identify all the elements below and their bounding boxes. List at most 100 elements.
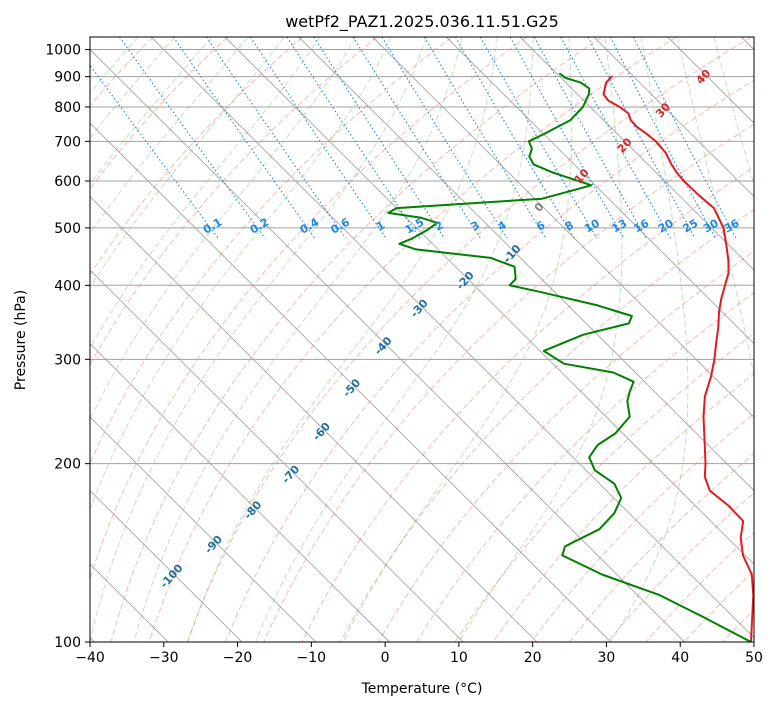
mixing-ratio-label: 16 [632, 216, 652, 235]
mixing-ratio-line [286, 37, 421, 239]
mixing-ratio-line [509, 37, 625, 239]
x-tick-label: 50 [745, 650, 763, 666]
isotherm-line [593, 37, 754, 198]
dry-adiabat-line [721, 609, 754, 642]
dewpoint-profile-line [387, 72, 752, 642]
mixing-ratio-line [172, 37, 316, 239]
mixing-ratio-line [206, 37, 347, 239]
x-tick-label: 20 [524, 650, 542, 666]
moist-adiabat-line [90, 37, 392, 511]
moist-adiabat-line [255, 37, 534, 642]
dry-adiabat-line [761, 37, 775, 642]
dry-adiabat-line [90, 37, 154, 107]
dry-adiabat-label: -60 [310, 420, 333, 444]
dry-adiabat-label: 0 [532, 200, 547, 215]
isotherm-line [90, 416, 317, 642]
moist-adiabat-line [90, 37, 356, 421]
mixing-ratio-label: 3 [469, 219, 482, 234]
dry-adiabat-label: -20 [454, 269, 477, 293]
axes: −40 −30 −20 −10 0 10 20 30 40 50 100 200 300 400 500 60… [45, 43, 763, 666]
dry-adiabat-line [377, 250, 754, 642]
isotherm-line [150, 37, 754, 639]
dry-adiabat-line [0, 37, 78, 642]
y-tick-label: 500 [54, 221, 81, 237]
moist-adiabat-line [133, 37, 463, 642]
dry-adiabat-label: 10 [572, 166, 592, 186]
y-tick-label: 1000 [45, 43, 81, 59]
mixing-ratio-line [560, 37, 671, 239]
y-tick-label: 600 [54, 174, 81, 190]
x-tick-label: −20 [223, 650, 253, 666]
isotherm-line [224, 37, 754, 565]
isotherm-line [90, 342, 390, 642]
mixing-ratio-line [587, 37, 696, 239]
dry-adiabat-line [225, 79, 754, 642]
plot-frame [89, 36, 755, 643]
dry-adiabat-label: -50 [340, 376, 363, 400]
mixing-ratio-line [313, 37, 445, 239]
mixing-ratio-line [90, 64, 219, 239]
mixing-ratio-label: 13 [609, 217, 629, 236]
moist-adiabat-line [610, 37, 689, 642]
isotherm-line [445, 37, 754, 345]
dry-adiabat-label: -80 [241, 498, 264, 522]
y-tick-label: 400 [54, 278, 81, 294]
isotherm-line [90, 195, 538, 642]
dry-adiabat-label: 30 [653, 100, 673, 120]
dry-adiabat-line [90, 37, 378, 366]
dry-adiabat-line [301, 166, 754, 642]
x-tick-label: −30 [149, 650, 179, 666]
mixing-ratio-line [533, 37, 647, 239]
dry-adiabat-line [90, 37, 528, 581]
isotherm-line [372, 37, 754, 418]
dry-adiabat-line [0, 37, 3, 642]
chart-title: wetPf2_PAZ1.2025.036.11.51.G25 [285, 12, 559, 32]
isotherm-line [90, 122, 612, 642]
dry-adiabat-line [569, 452, 754, 642]
isotherm-line [298, 37, 754, 492]
dry-adiabat-label: -90 [202, 533, 225, 557]
dry-adiabat-line [454, 332, 754, 642]
x-tick-label: 40 [671, 650, 689, 666]
mixing-ratio-label: 2 [433, 219, 446, 234]
dry-adiabat-line [339, 209, 754, 642]
moist-adiabat-line [187, 37, 498, 642]
dry-adiabat-line [90, 37, 453, 465]
y-tick-label: 300 [54, 352, 81, 368]
moist-adiabat-line [90, 37, 176, 139]
dry-adiabat-line [492, 373, 754, 642]
dry-adiabat-line [90, 37, 303, 276]
line-labels: 0.1 0.2 0.4 0.6 1 1.5 2 3 4 6 8 10 13 16 20 25 30 36-100-… [158, 67, 742, 591]
series-layer [387, 72, 754, 642]
moist-adiabat-line [676, 37, 754, 379]
mixing-ratio-line [249, 37, 387, 239]
mixing-ratio-label: 30 [701, 216, 721, 235]
temperature-profile-line [602, 75, 754, 642]
y-tick-label: 200 [54, 457, 81, 473]
mixing-ratio-line [423, 37, 547, 239]
y-axis-label: Pressure (hPa) [13, 290, 29, 390]
mixing-ratio-line [455, 37, 575, 239]
y-tick-label: 100 [54, 635, 81, 651]
isotherm-line [90, 269, 464, 642]
x-tick-label: 10 [450, 650, 468, 666]
moist-adiabat-line [90, 37, 427, 642]
dry-adiabat-line [416, 292, 754, 642]
dry-adiabat-label: -40 [372, 334, 395, 358]
y-tick-label: 700 [54, 134, 81, 150]
x-axis-label: Temperature (°C) [361, 681, 483, 697]
mixing-ratio-label: 6 [534, 218, 547, 233]
dry-adiabat-label: 40 [693, 67, 713, 87]
x-tick-label: −40 [75, 650, 105, 666]
moist-adiabat-line [90, 37, 249, 235]
mixing-ratio-label: 10 [582, 216, 602, 235]
x-tick-label: −10 [297, 650, 327, 666]
mixing-ratio-label: 25 [680, 217, 700, 236]
mixing-ratio-label: 1 [374, 219, 387, 234]
y-tick-label: 800 [54, 100, 81, 116]
dry-adiabat-line [263, 123, 754, 642]
mixing-ratio-line [381, 37, 508, 239]
moist-adiabat-line [90, 37, 139, 94]
mixing-ratio-label: 4 [495, 218, 508, 233]
isotherm-line [90, 48, 685, 642]
